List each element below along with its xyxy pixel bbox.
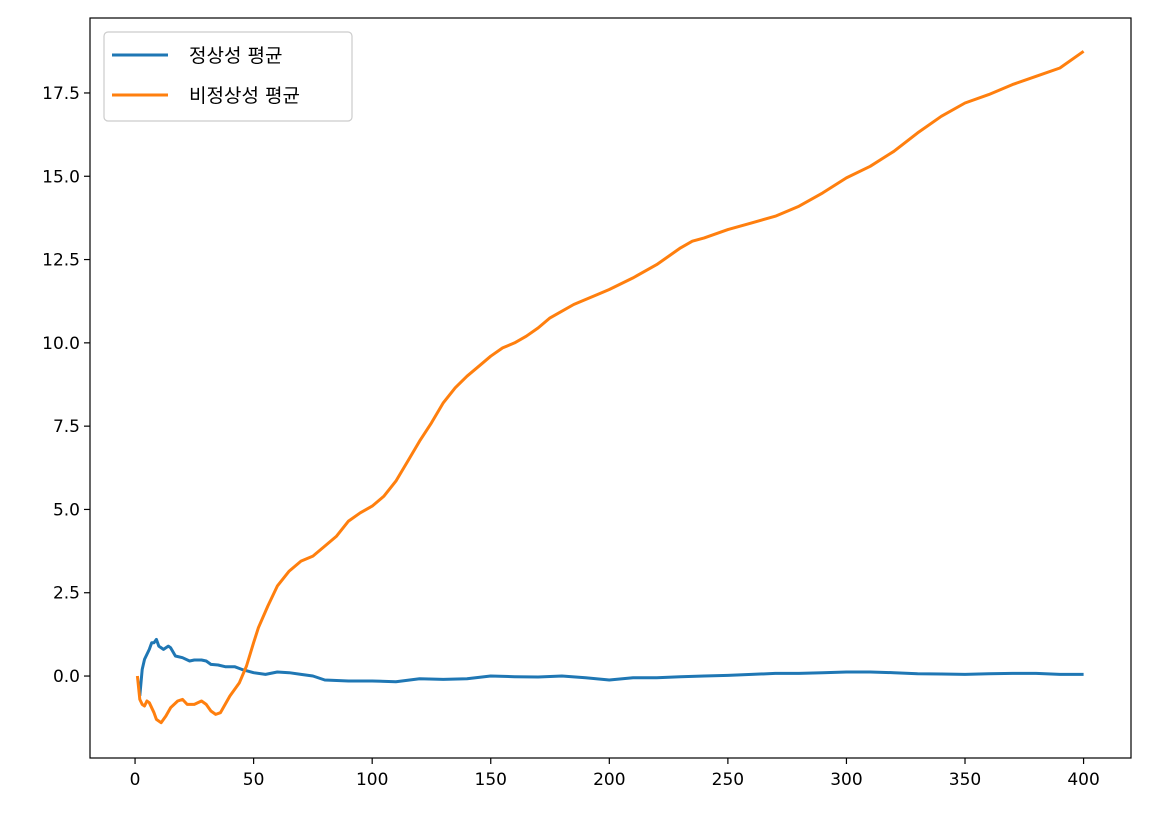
x-tick-label: 400 — [1067, 770, 1099, 790]
y-tick-label: 7.5 — [53, 417, 80, 437]
x-axis: 0 50 100 150 200 250 300 350 400 — [130, 758, 1100, 790]
x-tick-label: 250 — [712, 770, 744, 790]
x-tick-label: 350 — [949, 770, 981, 790]
series-lines — [135, 50, 1085, 725]
x-tick-label: 150 — [475, 770, 507, 790]
x-tick-label: 300 — [830, 770, 862, 790]
legend-label-stationary: 정상성 평균 — [189, 45, 282, 67]
legend: 정상성 평균 비정상성 평균 — [103, 31, 353, 122]
y-tick-label: 10.0 — [42, 334, 80, 354]
plot-frame — [89, 17, 1132, 759]
x-tick-label: 50 — [243, 770, 265, 790]
legend-label-nonstationary: 비정상성 평균 — [189, 85, 300, 107]
x-tick-label: 0 — [130, 770, 141, 790]
y-tick-label: 5.0 — [53, 500, 80, 520]
y-tick-label: 2.5 — [53, 584, 80, 604]
x-tick-label: 200 — [593, 770, 625, 790]
y-tick-label: 0.0 — [53, 667, 80, 687]
y-tick-label: 12.5 — [42, 251, 80, 271]
series-line-1 — [135, 50, 1085, 725]
y-tick-label: 15.0 — [42, 167, 80, 187]
x-tick-label: 100 — [356, 770, 388, 790]
y-tick-label: 17.5 — [42, 84, 80, 104]
y-axis: 0.0 2.5 5.0 7.5 10.0 12.5 15.0 17.5 — [42, 84, 90, 687]
series-line-0 — [138, 637, 1084, 697]
